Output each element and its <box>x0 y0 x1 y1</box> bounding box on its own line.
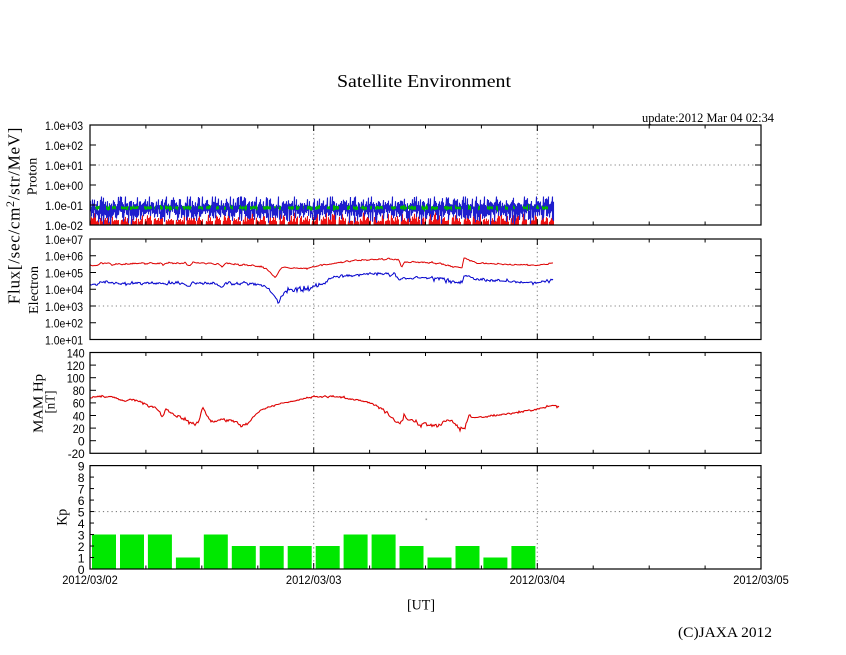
svg-text:60: 60 <box>73 397 85 411</box>
svg-text:1.0e+02: 1.0e+02 <box>45 317 83 331</box>
svg-text:1.0e-01: 1.0e-01 <box>45 199 83 213</box>
svg-text:-20: -20 <box>68 447 85 461</box>
svg-text:1.0e+07: 1.0e+07 <box>45 233 83 247</box>
svg-text:4: 4 <box>78 517 85 531</box>
svg-text:20: 20 <box>73 422 85 436</box>
svg-text:1.0e+01: 1.0e+01 <box>45 333 83 347</box>
svg-text:Satellite Environment: Satellite Environment <box>337 71 511 91</box>
svg-text:1.0e+00: 1.0e+00 <box>45 179 83 193</box>
svg-text:7: 7 <box>78 482 85 496</box>
svg-text:Electron: Electron <box>26 266 41 314</box>
svg-text:1.0e+06: 1.0e+06 <box>45 250 83 264</box>
svg-text:140: 140 <box>67 346 85 360</box>
svg-text:1.0e+03: 1.0e+03 <box>45 119 83 133</box>
svg-text:0: 0 <box>78 435 85 449</box>
svg-text:MAM Hp: MAM Hp <box>32 374 47 433</box>
svg-text:5: 5 <box>78 505 85 519</box>
svg-text:9: 9 <box>78 459 85 473</box>
svg-text:40: 40 <box>73 409 85 423</box>
svg-text:80: 80 <box>73 384 85 398</box>
svg-text:(C)JAXA 2012: (C)JAXA 2012 <box>678 625 772 641</box>
svg-text:1.0e+04: 1.0e+04 <box>45 283 83 297</box>
svg-text:1.0e+05: 1.0e+05 <box>45 266 83 280</box>
svg-text:6: 6 <box>78 494 85 508</box>
svg-text:1.0e+01: 1.0e+01 <box>45 159 83 173</box>
svg-text:2012/03/05: 2012/03/05 <box>733 573 789 587</box>
svg-text:1.0e+03: 1.0e+03 <box>45 300 83 314</box>
svg-text:1.0e-02: 1.0e-02 <box>45 219 83 233</box>
svg-text:2012/03/02: 2012/03/02 <box>62 573 118 587</box>
svg-text:update:2012 Mar 04 02:34: update:2012 Mar 04 02:34 <box>642 111 775 125</box>
svg-text:100: 100 <box>67 372 85 386</box>
svg-text:3: 3 <box>78 528 85 542</box>
svg-text:Kp: Kp <box>55 509 71 526</box>
svg-text:120: 120 <box>67 359 85 373</box>
svg-text:8: 8 <box>78 471 85 485</box>
svg-text:[UT]: [UT] <box>407 598 435 614</box>
svg-text:2012/03/04: 2012/03/04 <box>510 573 566 587</box>
svg-text:2012/03/03: 2012/03/03 <box>286 573 342 587</box>
svg-text:2: 2 <box>78 540 85 554</box>
svg-text:1: 1 <box>78 551 85 565</box>
svg-text:1.0e+02: 1.0e+02 <box>45 139 83 153</box>
svg-text:0: 0 <box>78 563 85 577</box>
svg-text:Proton: Proton <box>25 158 40 196</box>
svg-text:Flux[/sec/cm2/str/MeV]: Flux[/sec/cm2/str/MeV] <box>3 127 24 304</box>
svg-text:[nT]: [nT] <box>44 391 59 414</box>
